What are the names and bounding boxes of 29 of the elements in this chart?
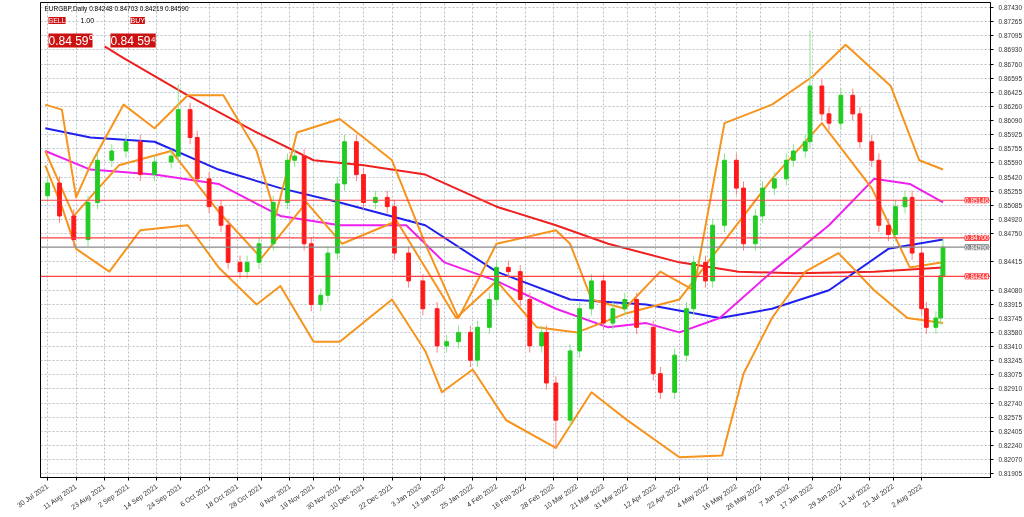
- candlestick: [850, 88, 856, 122]
- candlestick: [109, 143, 115, 168]
- candlestick: [456, 325, 461, 349]
- annotation: 0.84 59⁴: [110, 33, 156, 48]
- line-series: [44, 164, 944, 459]
- candlestick: [384, 190, 390, 214]
- candlestick: [790, 143, 796, 168]
- candlestick: [657, 366, 663, 400]
- candlestick: [45, 175, 51, 203]
- candlestick: [610, 301, 616, 331]
- candlestick: [902, 190, 908, 214]
- candlestick: [869, 134, 875, 168]
- candlestick: [244, 255, 250, 279]
- candlestick: [123, 134, 129, 159]
- candlestick: [703, 255, 708, 289]
- candlestick: [152, 154, 157, 182]
- candlestick: [237, 255, 243, 279]
- candlestick: [826, 106, 832, 131]
- candlestick: [771, 171, 777, 196]
- candlestick: [622, 292, 628, 317]
- candlestick: [318, 288, 324, 312]
- annotation: 0.84 59⁰: [48, 33, 93, 48]
- candlestick: [539, 325, 545, 354]
- candlestick: [256, 236, 262, 270]
- candlestick: [885, 217, 891, 242]
- candlestick: [71, 208, 77, 247]
- candlestick: [168, 148, 174, 170]
- candlestick: [218, 199, 224, 233]
- candlestick: [783, 153, 789, 187]
